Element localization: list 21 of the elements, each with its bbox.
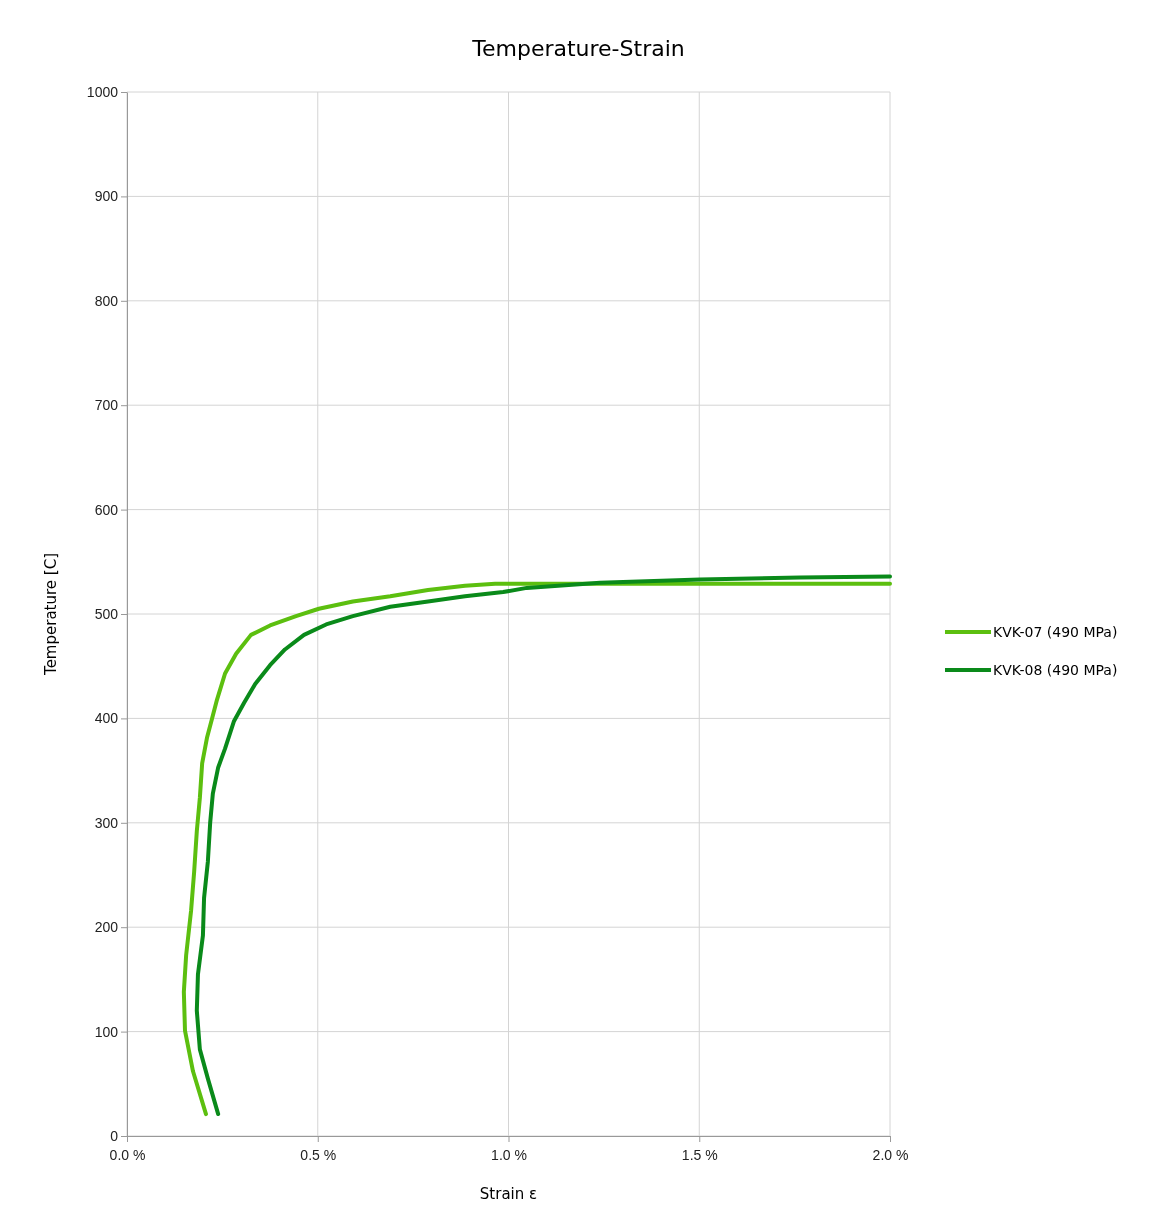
x-tick-label: 1.5 %: [681, 1147, 718, 1164]
y-tick-label: 800: [94, 292, 119, 309]
x-tick-label: 2.0 %: [872, 1147, 909, 1164]
y-tick-label: 0: [110, 1127, 119, 1144]
chart-title: Temperature-Strain: [471, 36, 685, 61]
y-tick-label: 700: [94, 397, 119, 414]
legend-label: KVK-07 (490 MPa): [993, 623, 1118, 640]
x-axis-title: Strain ε: [479, 1185, 538, 1203]
y-tick-label: 200: [94, 919, 119, 936]
y-tick-label: 300: [94, 814, 119, 831]
y-axis-title: Temperature [C]: [42, 553, 60, 676]
x-tick-label: 1.0 %: [491, 1147, 527, 1164]
y-tick-label: 400: [94, 710, 119, 727]
y-tick-label: 900: [94, 188, 119, 205]
y-tick-label: 100: [94, 1023, 119, 1040]
x-tick-label: 0.5 %: [300, 1147, 337, 1164]
y-tick-label: 600: [94, 501, 119, 518]
y-tick-label: 500: [94, 605, 119, 622]
legend-label: KVK-08 (490 MPa): [993, 661, 1118, 678]
y-tick-label: 1000: [86, 83, 119, 100]
x-tick-label: 0.0 %: [109, 1147, 146, 1164]
